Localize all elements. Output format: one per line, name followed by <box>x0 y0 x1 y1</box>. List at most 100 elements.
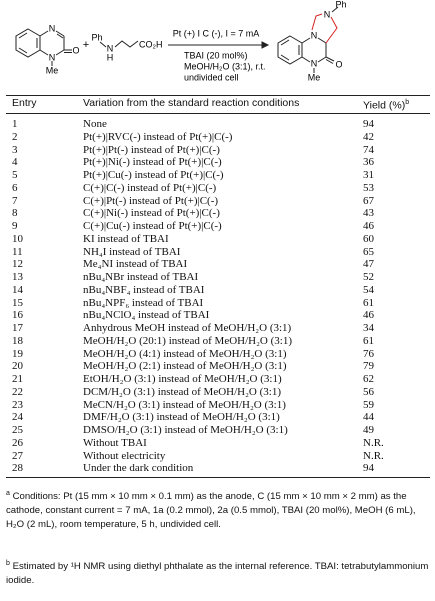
atom-label: Me <box>46 65 59 75</box>
entry-cell: 20 <box>12 360 23 373</box>
yield-cell: 76 <box>363 347 374 360</box>
product-structure <box>277 6 339 73</box>
arrow <box>168 41 270 49</box>
variation-cell: Anhydrous MeOH instead of MeOH/H₂O (3:1) <box>83 322 292 334</box>
header-text: Yield (%) <box>363 99 406 112</box>
yield-cell: 36 <box>363 156 374 169</box>
plus: + <box>83 39 89 51</box>
atom-label: Me <box>308 72 321 82</box>
variation-cell: C(+)|Pt(-) instead of Pt(+)|C(-) <box>83 194 219 207</box>
variation-cell: Without TBAI <box>83 436 147 449</box>
entry-cell: 21 <box>12 373 23 385</box>
entry-cell: 10 <box>12 232 23 245</box>
table-rule <box>6 113 430 114</box>
entry-cell: 7 <box>12 194 18 207</box>
atom-label: N <box>311 30 318 40</box>
atom-label: N <box>49 52 56 62</box>
variation-cell: EtOH/H₂O (3:1) instead of MeOH/H₂O (3:1) <box>83 373 282 385</box>
entry-cell: 27 <box>12 449 23 462</box>
atom-label: N <box>311 58 318 68</box>
entry-cell: 4 <box>12 156 18 169</box>
atom-label: Ph <box>91 32 102 42</box>
reaction-scheme: N N O Me + Ph N H CO₂H Pt (+) I C (-), I… <box>15 0 347 82</box>
variation-cell: C(+)|Ni(-) instead of Pt(+)|C(-) <box>83 207 220 220</box>
entry-cell: 17 <box>12 322 23 334</box>
entry-cell: 18 <box>12 334 23 347</box>
variation-cell: MeCN/H₂O (3:1) instead of MeOH/H₂O (3:1) <box>83 398 286 411</box>
entry-cell: 28 <box>12 462 23 475</box>
variation-cell: C(+)|Cu(-) instead of Pt(+)|C(-) <box>83 220 222 232</box>
variation-cell: Pt(+)|Cu(-) instead of Pt(+)|C(-) <box>83 169 224 181</box>
variation-cell: MeOH/H₂O (4:1) instead of MeOH/H₂O (3:1) <box>83 347 287 360</box>
yield-cell: 46 <box>363 220 374 232</box>
variation-cell: Under the dark condition <box>83 462 194 475</box>
yield-cell: 54 <box>363 283 374 296</box>
table-rule <box>6 95 430 96</box>
variation-cell: MeOH/H₂O (2:1) instead of MeOH/H₂O (3:1) <box>83 360 287 373</box>
atom-label: Ph <box>335 0 346 9</box>
condition: TBAI (20 mol%) <box>184 50 248 60</box>
entry-cell: 14 <box>12 283 23 296</box>
entry-cell: 12 <box>12 258 23 271</box>
yield-cell: 56 <box>363 385 374 398</box>
condition: Pt (+) I C (-), I = 7 mA <box>173 28 260 38</box>
atom-label: N <box>324 9 331 19</box>
yield-cell: 67 <box>363 194 374 207</box>
atom-label: CO₂H <box>139 39 163 49</box>
variation-cell: Pt(+)|RVC(-) instead of Pt(+)|C(-) <box>83 130 233 143</box>
variation-cell: DMSO/H₂O (3:1) instead of MeOH/H₂O (3:1) <box>83 424 288 436</box>
variation-cell: DMF/H₂O (3:1) instead of MeOH/H₂O (3:1) <box>83 411 280 424</box>
atom-label: N <box>107 43 114 53</box>
yield-cell: 94 <box>363 462 374 475</box>
footnote: a Conditions: Pt (15 mm × 10 mm × 0.1 mm… <box>6 487 430 532</box>
entry-cell: 16 <box>12 309 23 322</box>
entry-cell: 3 <box>12 143 18 156</box>
entry-cell: 25 <box>12 424 23 436</box>
variation-cell: nBu₄NPF₆ instead of TBAI <box>83 296 204 309</box>
entry-cell: 15 <box>12 296 23 309</box>
variation-cell: DCM/H₂O (3:1) instead of MeOH/H₂O (3:1) <box>83 385 282 398</box>
condition: MeOH/H₂O (3:1), r.t. <box>184 61 266 71</box>
entry-cell: 5 <box>12 169 18 181</box>
variation-cell: Without electricity <box>83 449 166 462</box>
atom-label: N <box>49 23 56 33</box>
entry-cell: 6 <box>12 181 18 194</box>
variation-cell: Pt(+)|Ni(-) instead of Pt(+)|C(-) <box>83 156 222 169</box>
footnote-mark: b <box>6 560 10 567</box>
yield-cell: 52 <box>363 271 374 283</box>
yield-cell: 49 <box>363 424 374 436</box>
atom-label: H <box>107 52 114 62</box>
yield-cell: 62 <box>363 373 374 385</box>
yield-cell: 31 <box>363 169 374 181</box>
entry-cell: 24 <box>12 411 23 424</box>
variation-cell: nBu₄NClO₄ instead of TBAI <box>83 309 210 322</box>
footnote-mark: b <box>405 99 410 106</box>
atom-label: O <box>335 59 342 69</box>
yield-cell: 34 <box>363 322 374 334</box>
yield-cell: 65 <box>363 245 374 258</box>
variation-cell: Pt(+)|Pt(-) instead of Pt(+)|C(-) <box>83 143 220 156</box>
variation-cell: None <box>83 118 107 130</box>
entry-cell: 2 <box>12 130 18 143</box>
yield-cell: 61 <box>363 334 374 347</box>
entry-cell: 11 <box>12 245 23 258</box>
yield-cell: 43 <box>363 207 374 220</box>
footnote-text: Estimated by ¹H NMR using diethyl phthal… <box>6 561 429 587</box>
variation-cell: Me₄NI instead of TBAI <box>83 258 188 271</box>
entry-cell: 9 <box>12 220 18 232</box>
yield-cell: 42 <box>363 130 374 143</box>
yield-cell: 46 <box>363 309 374 322</box>
variation-cell: nBu₄NBr instead of TBAI <box>83 271 199 283</box>
footnote-text: Conditions: Pt (15 mm × 10 mm × 0.1 mm) … <box>6 491 416 531</box>
yield-cell: 44 <box>363 411 374 424</box>
reactant2-structure <box>99 40 139 48</box>
variation-cell: nBu₄NBF₄ instead of TBAI <box>83 283 205 296</box>
yield-cell: 74 <box>363 143 374 156</box>
yield-cell: 53 <box>363 181 374 194</box>
footnote: b Estimated by ¹H NMR using diethyl phth… <box>6 557 430 588</box>
entry-cell: 13 <box>12 271 23 283</box>
yield-cell: 94 <box>363 118 374 130</box>
footnote-mark: a <box>6 490 10 497</box>
entry-cell: 1 <box>12 118 18 130</box>
